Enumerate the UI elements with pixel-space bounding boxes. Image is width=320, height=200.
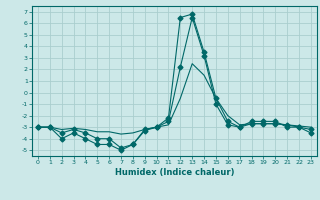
X-axis label: Humidex (Indice chaleur): Humidex (Indice chaleur) (115, 168, 234, 177)
